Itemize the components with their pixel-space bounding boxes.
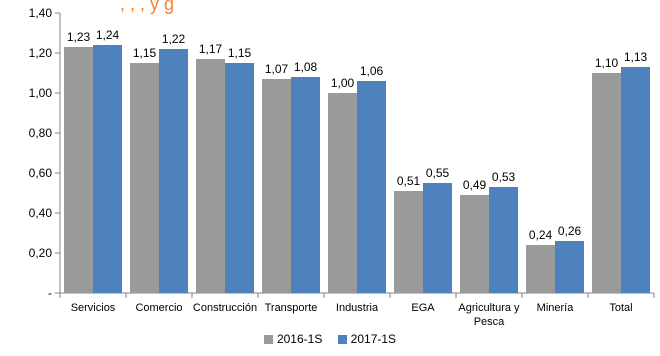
- x-tick-label: Pesca: [474, 316, 505, 328]
- x-tick-label: Servicios: [71, 302, 116, 314]
- bar: [196, 59, 225, 293]
- bar: [621, 67, 650, 293]
- bar-data-label: 0,26: [558, 224, 582, 238]
- legend-label-2017-1s: 2017-1S: [350, 332, 397, 346]
- bar-data-label: 1,17: [199, 42, 223, 56]
- bar-data-label: 1,07: [265, 62, 289, 76]
- bar: [489, 187, 518, 293]
- bar-chart: - 0,20 0,40 0,60 0,80 1,00 1,20 1,40 1,23 1,15 1,1…: [29, 6, 655, 328]
- legend-label-2016-1s: 2016-1S: [276, 332, 323, 346]
- x-tick-label: EGA: [411, 302, 435, 314]
- bar: [93, 45, 122, 293]
- legend-swatch-2016-1s: [263, 334, 273, 344]
- y-tick-label: -: [48, 286, 52, 300]
- bar: [130, 63, 159, 293]
- y-tick-label: 1,00: [29, 86, 53, 100]
- bar: [592, 73, 621, 293]
- bar: [357, 81, 386, 293]
- bar-data-label: 1,10: [595, 56, 619, 70]
- bar-data-label: 1,15: [228, 46, 252, 60]
- x-tick-label: Comercio: [135, 302, 182, 314]
- bar-data-label: 1,13: [624, 50, 648, 64]
- bar: [526, 245, 555, 293]
- y-tick-label: 0,40: [29, 206, 53, 220]
- bar: [159, 49, 188, 293]
- x-tick-label: Construcción: [193, 302, 257, 314]
- bar: [64, 47, 93, 293]
- legend-swatch-2017-1s: [337, 334, 347, 344]
- bar-data-label: 1,22: [162, 32, 186, 46]
- bar: [423, 183, 452, 293]
- bar: [225, 63, 254, 293]
- bar-data-label: 1,06: [360, 64, 384, 78]
- bar: [291, 77, 320, 293]
- bar-data-label: 0,55: [426, 166, 450, 180]
- bar-data-label: 1,00: [331, 76, 355, 90]
- bar: [555, 241, 584, 293]
- x-tick-label: Minería: [537, 302, 575, 314]
- bar: [460, 195, 489, 293]
- bar: [394, 191, 423, 293]
- y-tick-label: 0,60: [29, 166, 53, 180]
- bar-data-label: 0,49: [463, 178, 487, 192]
- x-tick-label: Industria: [336, 302, 379, 314]
- chart-legend: 2016-1S 2017-1S: [0, 332, 660, 347]
- x-tick-label: Total: [609, 302, 632, 314]
- y-tick-label: 1,20: [29, 46, 53, 60]
- bar-data-label: 0,24: [529, 228, 553, 242]
- bar-data-label: 1,15: [133, 46, 157, 60]
- bar: [262, 79, 291, 293]
- x-tick-label: Transporte: [265, 302, 318, 314]
- bar-data-label: 0,53: [492, 170, 516, 184]
- chart-title-fragment: , , , y g: [120, 0, 175, 14]
- bar-data-label: 1,23: [67, 30, 91, 44]
- bar-data-label: 0,51: [397, 174, 421, 188]
- y-tick-label: 0,20: [29, 246, 53, 260]
- bar: [328, 93, 357, 293]
- y-tick-label: 0,80: [29, 126, 53, 140]
- legend-item-2017-1s: 2017-1S: [337, 332, 397, 346]
- x-tick-label: Agricultura y: [458, 302, 520, 314]
- y-tick-label: 1,40: [29, 6, 53, 20]
- bar-data-label: 1,08: [294, 60, 318, 74]
- legend-item-2016-1s: 2016-1S: [263, 332, 323, 346]
- bar-data-label: 1,24: [96, 28, 120, 42]
